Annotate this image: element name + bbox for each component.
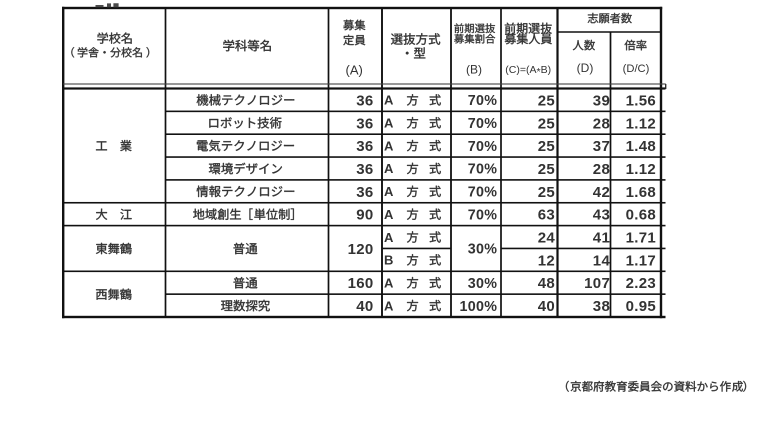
svg-text:25: 25 (538, 92, 555, 109)
svg-text:(D): (D) (577, 61, 594, 75)
svg-text:A: A (384, 116, 394, 131)
svg-text:41: 41 (593, 230, 610, 247)
svg-text:100%: 100% (460, 299, 498, 315)
svg-text:1.12: 1.12 (626, 161, 656, 178)
svg-text:70%: 70% (468, 116, 498, 132)
svg-text:1.56: 1.56 (626, 92, 656, 109)
svg-text:A: A (384, 184, 394, 199)
svg-text:25: 25 (538, 184, 555, 201)
svg-text:36: 36 (356, 115, 373, 132)
svg-text:120: 120 (348, 241, 374, 258)
svg-text:36: 36 (356, 161, 373, 178)
svg-text:37: 37 (593, 138, 610, 155)
svg-text:28: 28 (593, 115, 610, 132)
svg-text:36: 36 (356, 184, 373, 201)
svg-text:160: 160 (348, 275, 374, 292)
svg-text:(C)=(A*B): (C)=(A*B) (505, 64, 551, 78)
svg-text:90: 90 (356, 207, 373, 224)
svg-text:1.71: 1.71 (626, 230, 656, 247)
svg-text:12: 12 (538, 252, 555, 269)
svg-text:107: 107 (584, 275, 610, 292)
svg-text:38: 38 (593, 298, 610, 315)
svg-text:70%: 70% (468, 93, 498, 109)
svg-text:63: 63 (538, 207, 555, 224)
svg-text:70%: 70% (468, 139, 498, 155)
svg-text:A: A (384, 298, 394, 313)
svg-text:1.12: 1.12 (626, 115, 656, 132)
svg-text:30%: 30% (468, 276, 498, 292)
svg-text:28: 28 (593, 161, 610, 178)
svg-text:70%: 70% (468, 207, 498, 223)
svg-text:36: 36 (356, 138, 373, 155)
svg-text:25: 25 (538, 115, 555, 132)
svg-text:A: A (384, 230, 394, 245)
svg-text:40: 40 (356, 298, 373, 315)
svg-text:0.95: 0.95 (626, 298, 656, 315)
svg-text:A: A (384, 207, 394, 222)
svg-text:A: A (384, 161, 394, 176)
svg-text:39: 39 (593, 92, 610, 109)
svg-text:0.68: 0.68 (626, 207, 656, 224)
svg-text:(B): (B) (466, 62, 482, 76)
svg-text:1.17: 1.17 (626, 252, 656, 269)
svg-text:24: 24 (538, 230, 556, 247)
svg-text:43: 43 (593, 207, 610, 224)
svg-text:70%: 70% (468, 162, 498, 178)
svg-text:25: 25 (538, 138, 555, 155)
svg-text:(D/C): (D/C) (623, 63, 650, 75)
svg-text:A: A (384, 138, 394, 153)
svg-text:1.48: 1.48 (626, 138, 656, 155)
svg-text:1.68: 1.68 (626, 184, 656, 201)
svg-text:2.23: 2.23 (626, 275, 656, 292)
svg-text:42: 42 (593, 184, 610, 201)
svg-text:A: A (384, 93, 394, 108)
svg-text:70%: 70% (468, 185, 498, 201)
svg-text:B: B (384, 253, 393, 268)
svg-text:40: 40 (538, 298, 555, 315)
svg-text:A: A (384, 275, 394, 290)
svg-text:14: 14 (593, 252, 611, 269)
svg-text:(A): (A) (346, 62, 363, 77)
svg-text:48: 48 (538, 275, 555, 292)
svg-text:30%: 30% (468, 242, 498, 258)
svg-text:36: 36 (356, 92, 373, 109)
svg-text:25: 25 (538, 161, 555, 178)
